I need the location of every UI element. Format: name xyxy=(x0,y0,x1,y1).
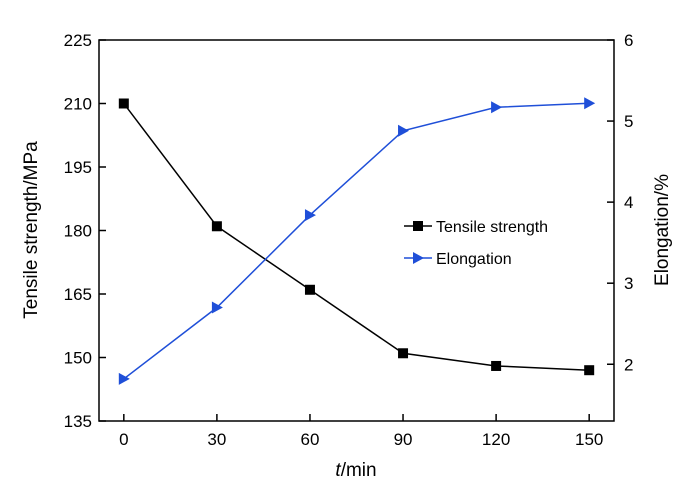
tensile-strength-point xyxy=(398,348,409,359)
tensile-strength-point xyxy=(491,360,502,371)
x-tick-label: 0 xyxy=(119,430,128,449)
x-tick-label: 150 xyxy=(575,430,603,449)
left-y-tick-label: 150 xyxy=(64,349,92,368)
elongation-point xyxy=(211,301,223,314)
elongation-line xyxy=(123,102,590,380)
legend-elongation-label: Elongation xyxy=(436,251,512,268)
x-axis-title-italic: t xyxy=(335,460,341,481)
left-y-axis-ticks: 135 150 165 180 195 210 225 xyxy=(64,31,106,431)
left-y-axis-title: Tensile strength/MPa xyxy=(21,141,42,319)
elongation-point xyxy=(398,124,410,137)
left-y-tick-label: 135 xyxy=(64,412,92,431)
tensile-strength-point xyxy=(304,284,315,295)
right-y-tick-label: 2 xyxy=(624,355,633,374)
left-y-tick-label: 195 xyxy=(64,158,92,177)
series-layer xyxy=(118,97,596,385)
right-y-axis-ticks: 2 3 4 5 6 xyxy=(607,31,633,374)
left-y-tick-label: 225 xyxy=(64,31,92,50)
legend-elongation-marker xyxy=(413,252,424,264)
right-y-tick-label: 3 xyxy=(624,274,633,293)
x-axis-title: t/min xyxy=(335,460,376,481)
legend-tensile-strength-marker xyxy=(413,221,423,231)
x-tick-label: 60 xyxy=(301,430,320,449)
x-axis-title-rest: /min xyxy=(341,460,377,481)
tensile-strength-point xyxy=(118,98,129,109)
x-axis-ticks: 0 30 60 90 120 150 xyxy=(119,414,603,449)
elongation-point xyxy=(584,97,596,110)
x-tick-label: 90 xyxy=(394,430,413,449)
tensile-strength-point xyxy=(584,365,595,376)
left-y-tick-label: 180 xyxy=(64,222,92,241)
right-y-tick-label: 5 xyxy=(624,112,633,131)
right-y-axis-title: Elongation/% xyxy=(652,174,673,286)
x-tick-label: 30 xyxy=(207,430,226,449)
x-tick-label: 120 xyxy=(482,430,510,449)
right-y-tick-label: 4 xyxy=(624,193,633,212)
elongation-point xyxy=(491,101,503,114)
left-y-tick-label: 210 xyxy=(64,95,92,114)
tensile-strength-line xyxy=(123,103,590,371)
elongation-point xyxy=(118,372,130,385)
left-y-tick-label: 165 xyxy=(64,285,92,304)
right-y-tick-label: 6 xyxy=(624,31,633,50)
tensile-strength-point xyxy=(211,221,222,232)
elongation-point xyxy=(304,209,316,222)
legend-tensile-strength-label: Tensile strength xyxy=(436,219,548,236)
legend: Tensile strength Elongation xyxy=(404,219,548,268)
